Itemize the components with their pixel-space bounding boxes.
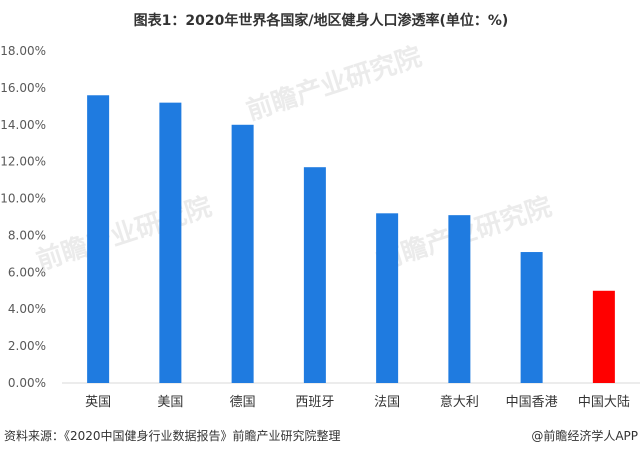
x-tick-label: 中国大陆 (578, 394, 630, 410)
y-tick-label: 0.00% (8, 376, 46, 390)
y-tick-label: 6.00% (8, 265, 46, 279)
x-tick-label: 西班牙 (295, 395, 334, 410)
y-tick-label: 16.00% (0, 81, 46, 95)
x-tick-label: 意大利 (440, 394, 479, 410)
bar-2 (159, 102, 182, 384)
watermark-text: 前瞻产业研究院 (33, 191, 216, 277)
x-axis: 英国 美国 德国 西班牙 法国 意大利 中国香港 中国大陆 (85, 394, 630, 410)
y-tick-label: 8.00% (8, 228, 46, 242)
credit-note: @前瞻经济学人APP (531, 428, 638, 443)
bar-4 (303, 167, 326, 383)
bar-1 (87, 95, 110, 384)
x-tick-label: 中国香港 (506, 395, 558, 410)
bar-6 (448, 215, 471, 383)
y-tick-label: 14.00% (0, 118, 46, 132)
x-tick-label: 德国 (230, 395, 256, 410)
chart-title: 图表1：2020年世界各国家/地区健身人口渗透率(单位：%) (134, 12, 509, 29)
source-note: 资料来源：《2020中国健身行业数据报告》前瞻产业研究院整理 (4, 428, 341, 443)
x-tick-label: 英国 (85, 395, 111, 410)
bar-3 (231, 124, 254, 384)
watermark-layer: 前瞻产业研究院前瞻产业研究院前瞻产业研究院 (33, 41, 556, 277)
y-tick-label: 12.00% (0, 155, 46, 169)
bar-5 (376, 213, 399, 383)
y-tick-label: 4.00% (8, 302, 46, 316)
y-tick-label: 18.00% (0, 44, 46, 58)
bar-series (87, 95, 615, 384)
y-tick-label: 10.00% (0, 192, 46, 206)
x-tick-label: 法国 (374, 395, 400, 410)
y-tick-label: 2.00% (8, 339, 46, 353)
y-axis: 0.00% 2.00% 4.00% 6.00% 8.00% 10.00% 12.00% 14.… (0, 44, 46, 390)
bar-8 (592, 290, 615, 383)
watermark-text: 前瞻产业研究院 (243, 41, 426, 127)
x-tick-label: 美国 (157, 395, 183, 410)
bar-7 (520, 252, 543, 383)
